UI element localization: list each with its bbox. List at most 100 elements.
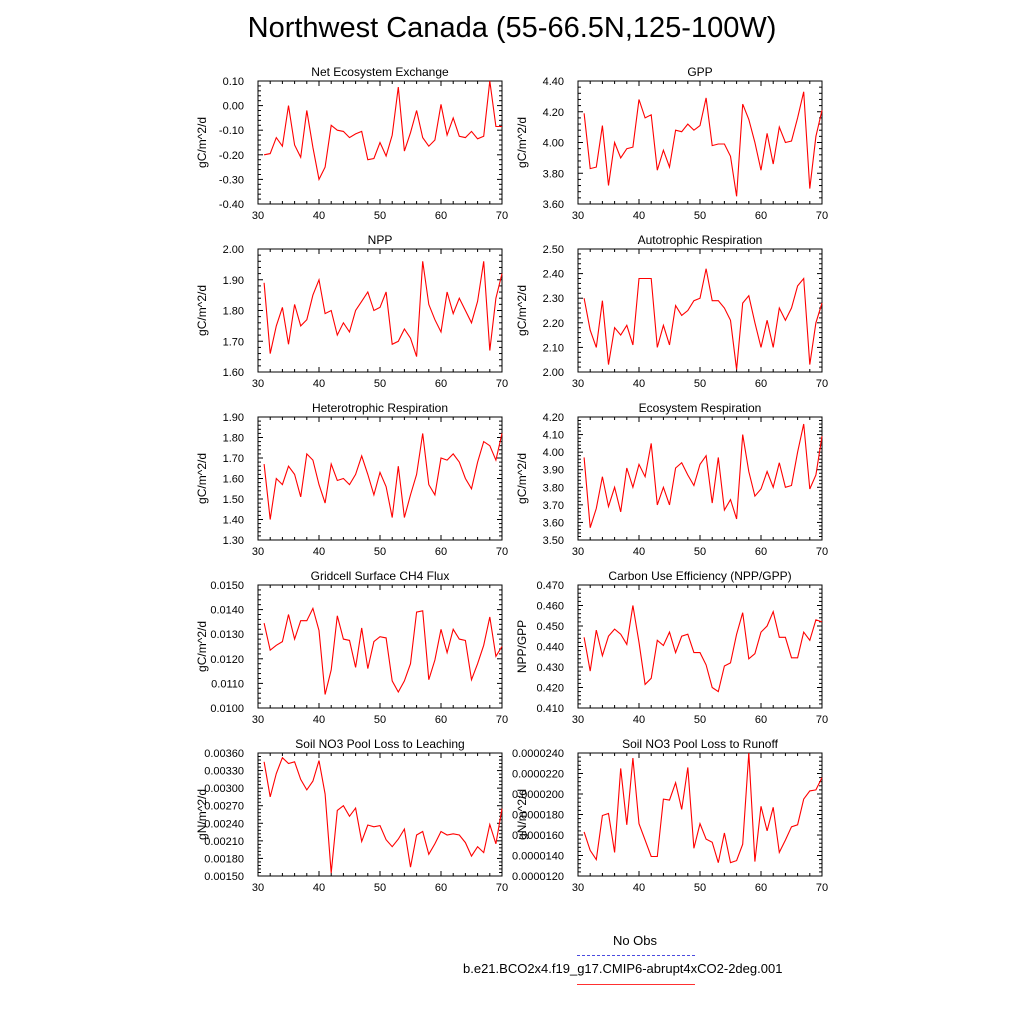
y-tick-label: 0.450	[536, 621, 564, 633]
x-tick-label: 70	[496, 714, 508, 726]
x-tick-label: 40	[313, 210, 325, 222]
y-tick-label: 1.60	[223, 474, 244, 486]
x-tick-label: 50	[374, 882, 386, 894]
panel-8: Carbon Use Efficiency (NPP/GPP) NPP/GPP 30…	[515, 569, 828, 726]
y-tick-label: 0.00300	[204, 783, 244, 795]
x-tick-label: 50	[694, 546, 706, 558]
x-tick-label: 30	[572, 210, 584, 222]
x-tick-label: 40	[633, 882, 645, 894]
y-tick-label: -0.10	[219, 125, 244, 137]
y-axis-label: gC/m^2/d	[195, 285, 209, 336]
x-tick-label: 70	[496, 378, 508, 390]
x-tick-label: 60	[435, 714, 447, 726]
y-tick-label: 4.00	[543, 138, 564, 150]
panel-7: Gridcell Surface CH4 Flux gC/m^2/d 30 40 50 6…	[195, 569, 508, 726]
series-line	[263, 606, 503, 695]
x-tick-label: 60	[755, 210, 767, 222]
x-tick-label: 50	[694, 378, 706, 390]
plot-frame	[577, 584, 823, 709]
panel-1: Net Ecosystem Exchange gC/m^2/d 30 40 50 60 70…	[195, 65, 508, 222]
x-tick-label: 70	[496, 210, 508, 222]
plot-frame	[257, 752, 503, 877]
x-tick-label: 50	[374, 210, 386, 222]
y-axis-label: gC/m^2/d	[515, 285, 529, 336]
y-axis-label: gN/m^2/d	[515, 789, 529, 840]
y-tick-label: 1.90	[223, 275, 244, 287]
y-tick-label: 0.00150	[204, 871, 244, 883]
series-line	[583, 268, 823, 370]
y-tick-label: 0.00330	[204, 766, 244, 778]
y-tick-label: 4.10	[543, 430, 564, 442]
y-tick-label: 1.80	[223, 306, 244, 318]
y-tick-label: 0.430	[536, 662, 564, 674]
x-tick-label: 60	[435, 210, 447, 222]
y-tick-label: 4.00	[543, 447, 564, 459]
y-tick-label: 2.30	[543, 293, 564, 305]
series-line	[263, 756, 503, 874]
y-tick-label: 0.470	[536, 580, 564, 592]
y-tick-label: 1.80	[223, 433, 244, 445]
y-tick-label: 2.10	[543, 342, 564, 354]
x-tick-label: 30	[252, 714, 264, 726]
y-tick-label: 1.30	[223, 535, 244, 547]
x-tick-label: 70	[496, 546, 508, 558]
y-tick-label: 4.20	[543, 107, 564, 119]
panel-title: Autotrophic Respiration	[638, 233, 763, 247]
x-tick-label: 50	[374, 546, 386, 558]
y-tick-label: 0.00240	[204, 818, 244, 830]
y-axis-label: gC/m^2/d	[195, 621, 209, 672]
y-tick-label: 2.00	[223, 244, 244, 256]
panel-5: Heterotrophic Respiration gC/m^2/d 30 40 50 6…	[195, 401, 508, 558]
x-tick-label: 60	[755, 882, 767, 894]
x-tick-label: 50	[694, 714, 706, 726]
y-tick-label: 2.40	[543, 269, 564, 281]
y-tick-label: 3.90	[543, 465, 564, 477]
y-tick-label: 0.00	[223, 101, 244, 113]
y-tick-label: 0.0000140	[512, 851, 564, 863]
y-tick-label: 2.50	[543, 244, 564, 256]
panel-title: Heterotrophic Respiration	[312, 401, 448, 415]
y-tick-label: 1.60	[223, 367, 244, 379]
series-line	[583, 91, 823, 197]
x-tick-label: 40	[313, 882, 325, 894]
panel-6: Ecosystem Respiration gC/m^2/d 30 40 50 60 70 3…	[515, 401, 828, 558]
x-tick-label: 40	[313, 714, 325, 726]
y-axis-label: gC/m^2/d	[195, 117, 209, 168]
panel-title: Soil NO3 Pool Loss to Leaching	[295, 737, 464, 751]
y-tick-label: 0.0100	[210, 703, 244, 715]
y-tick-label: 0.440	[536, 642, 564, 654]
x-tick-label: 30	[572, 714, 584, 726]
y-tick-label: 3.50	[543, 535, 564, 547]
panel-9: Soil NO3 Pool Loss to Leaching gN/m^2/d 30…	[195, 737, 508, 894]
y-tick-label: 1.70	[223, 453, 244, 465]
y-tick-label: 0.0000240	[512, 748, 564, 760]
plot-frame	[257, 584, 503, 709]
panel-title: GPP	[687, 65, 712, 79]
x-tick-label: 30	[572, 546, 584, 558]
x-tick-label: 30	[252, 882, 264, 894]
y-tick-label: 0.0000220	[512, 769, 564, 781]
y-tick-label: 0.0000180	[512, 810, 564, 822]
y-axis-label: gC/m^2/d	[195, 453, 209, 504]
x-tick-label: 40	[313, 378, 325, 390]
y-tick-label: 4.40	[543, 76, 564, 88]
y-tick-label: 0.0000120	[512, 871, 564, 883]
y-tick-label: 0.0150	[210, 580, 244, 592]
y-axis-label: gC/m^2/d	[515, 117, 529, 168]
x-tick-label: 30	[252, 378, 264, 390]
y-tick-label: 1.40	[223, 515, 244, 527]
panel-10: Soil NO3 Pool Loss to Runoff gN/m^2/d 30 40…	[512, 737, 828, 894]
x-tick-label: 60	[435, 546, 447, 558]
y-tick-label: 3.60	[543, 517, 564, 529]
y-tick-label: -0.30	[219, 174, 244, 186]
y-tick-label: 3.80	[543, 482, 564, 494]
series-line	[583, 423, 823, 528]
series-line	[263, 433, 503, 520]
panel-4: Autotrophic Respiration gC/m^2/d 30 40 50 60 7…	[515, 233, 828, 390]
x-tick-label: 30	[572, 882, 584, 894]
panel-title: Net Ecosystem Exchange	[311, 65, 449, 79]
plot-frame	[577, 416, 823, 541]
panel-title: Soil NO3 Pool Loss to Runoff	[622, 737, 779, 751]
figure-title: Northwest Canada (55-66.5N,125-100W)	[247, 12, 777, 44]
y-tick-label: 0.410	[536, 703, 564, 715]
